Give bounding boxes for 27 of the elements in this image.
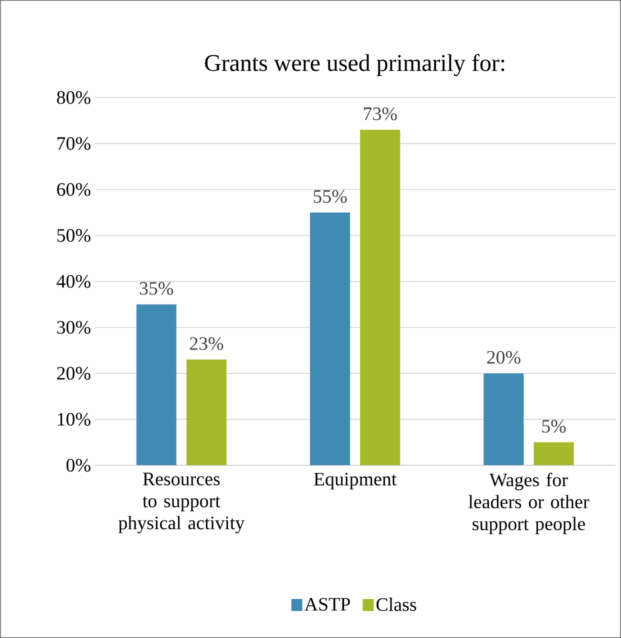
bar	[186, 360, 227, 466]
x-tick-label: Resources to support physical activity	[118, 472, 245, 534]
data-label: 73%	[364, 107, 397, 120]
data-label: 5%	[542, 420, 566, 433]
bar	[310, 212, 350, 466]
y-tick-label: 40%	[56, 275, 90, 288]
y-tick-label: 70%	[58, 137, 90, 150]
data-label: 35%	[140, 282, 174, 295]
legend-label: ASTP	[304, 598, 350, 611]
data-label: 23%	[190, 337, 224, 350]
data-label: 20%	[487, 350, 520, 364]
legend-label: Class	[376, 598, 416, 612]
y-tick-label: 30%	[57, 320, 90, 334]
y-tick-label: 50%	[57, 229, 90, 242]
y-tick-label: 20%	[57, 366, 90, 380]
x-tick-label: Wages for leaders or other support people	[468, 472, 590, 534]
y-tick-label: 60%	[57, 183, 90, 196]
bar	[484, 373, 524, 466]
bar	[136, 304, 176, 466]
data-label: 55%	[314, 190, 347, 203]
y-tick-label: 10%	[58, 412, 90, 426]
y-tick-label: 80%	[57, 91, 90, 104]
bar	[534, 442, 574, 466]
x-tick-label: Equipment	[314, 472, 397, 490]
bar	[360, 130, 400, 466]
y-tick-label: 0%	[66, 458, 90, 472]
chart-title: Grants were used primarily for:	[205, 54, 504, 76]
